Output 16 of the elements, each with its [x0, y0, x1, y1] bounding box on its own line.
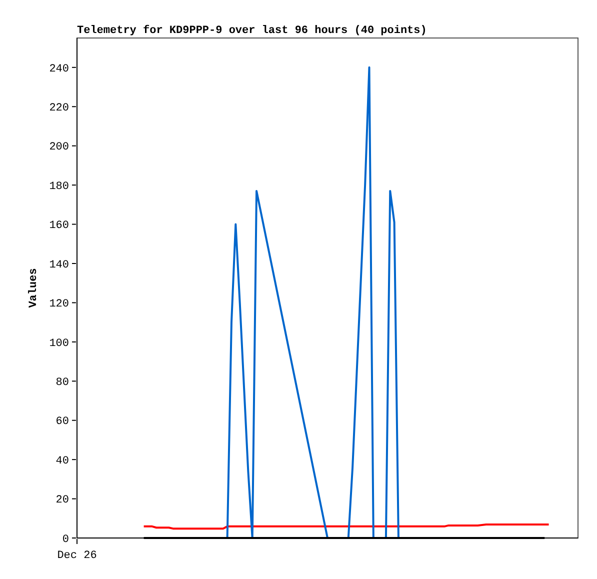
y-tick-label: 220: [49, 102, 69, 114]
y-axis-title: Values: [28, 268, 40, 308]
y-tick-label: 200: [49, 142, 69, 154]
y-tick-label: 120: [49, 298, 69, 311]
y-tick-label: 100: [49, 338, 69, 350]
y-tick-label: 240: [49, 63, 69, 76]
y-tick-label: 20: [56, 494, 69, 507]
x-tick-label: Dec 26: [57, 550, 97, 562]
y-tick-label: 160: [49, 220, 69, 232]
y-tick-label: 180: [49, 180, 69, 193]
y-tick-label: 40: [56, 455, 69, 468]
y-tick-label: 140: [49, 259, 69, 272]
y-tick-label: 80: [56, 376, 69, 389]
y-tick-label: 0: [62, 534, 69, 546]
y-tick-label: 60: [56, 416, 69, 428]
chart-title: Telemetry for KD9PPP-9 over last 96 hours (40 points): [77, 24, 427, 37]
